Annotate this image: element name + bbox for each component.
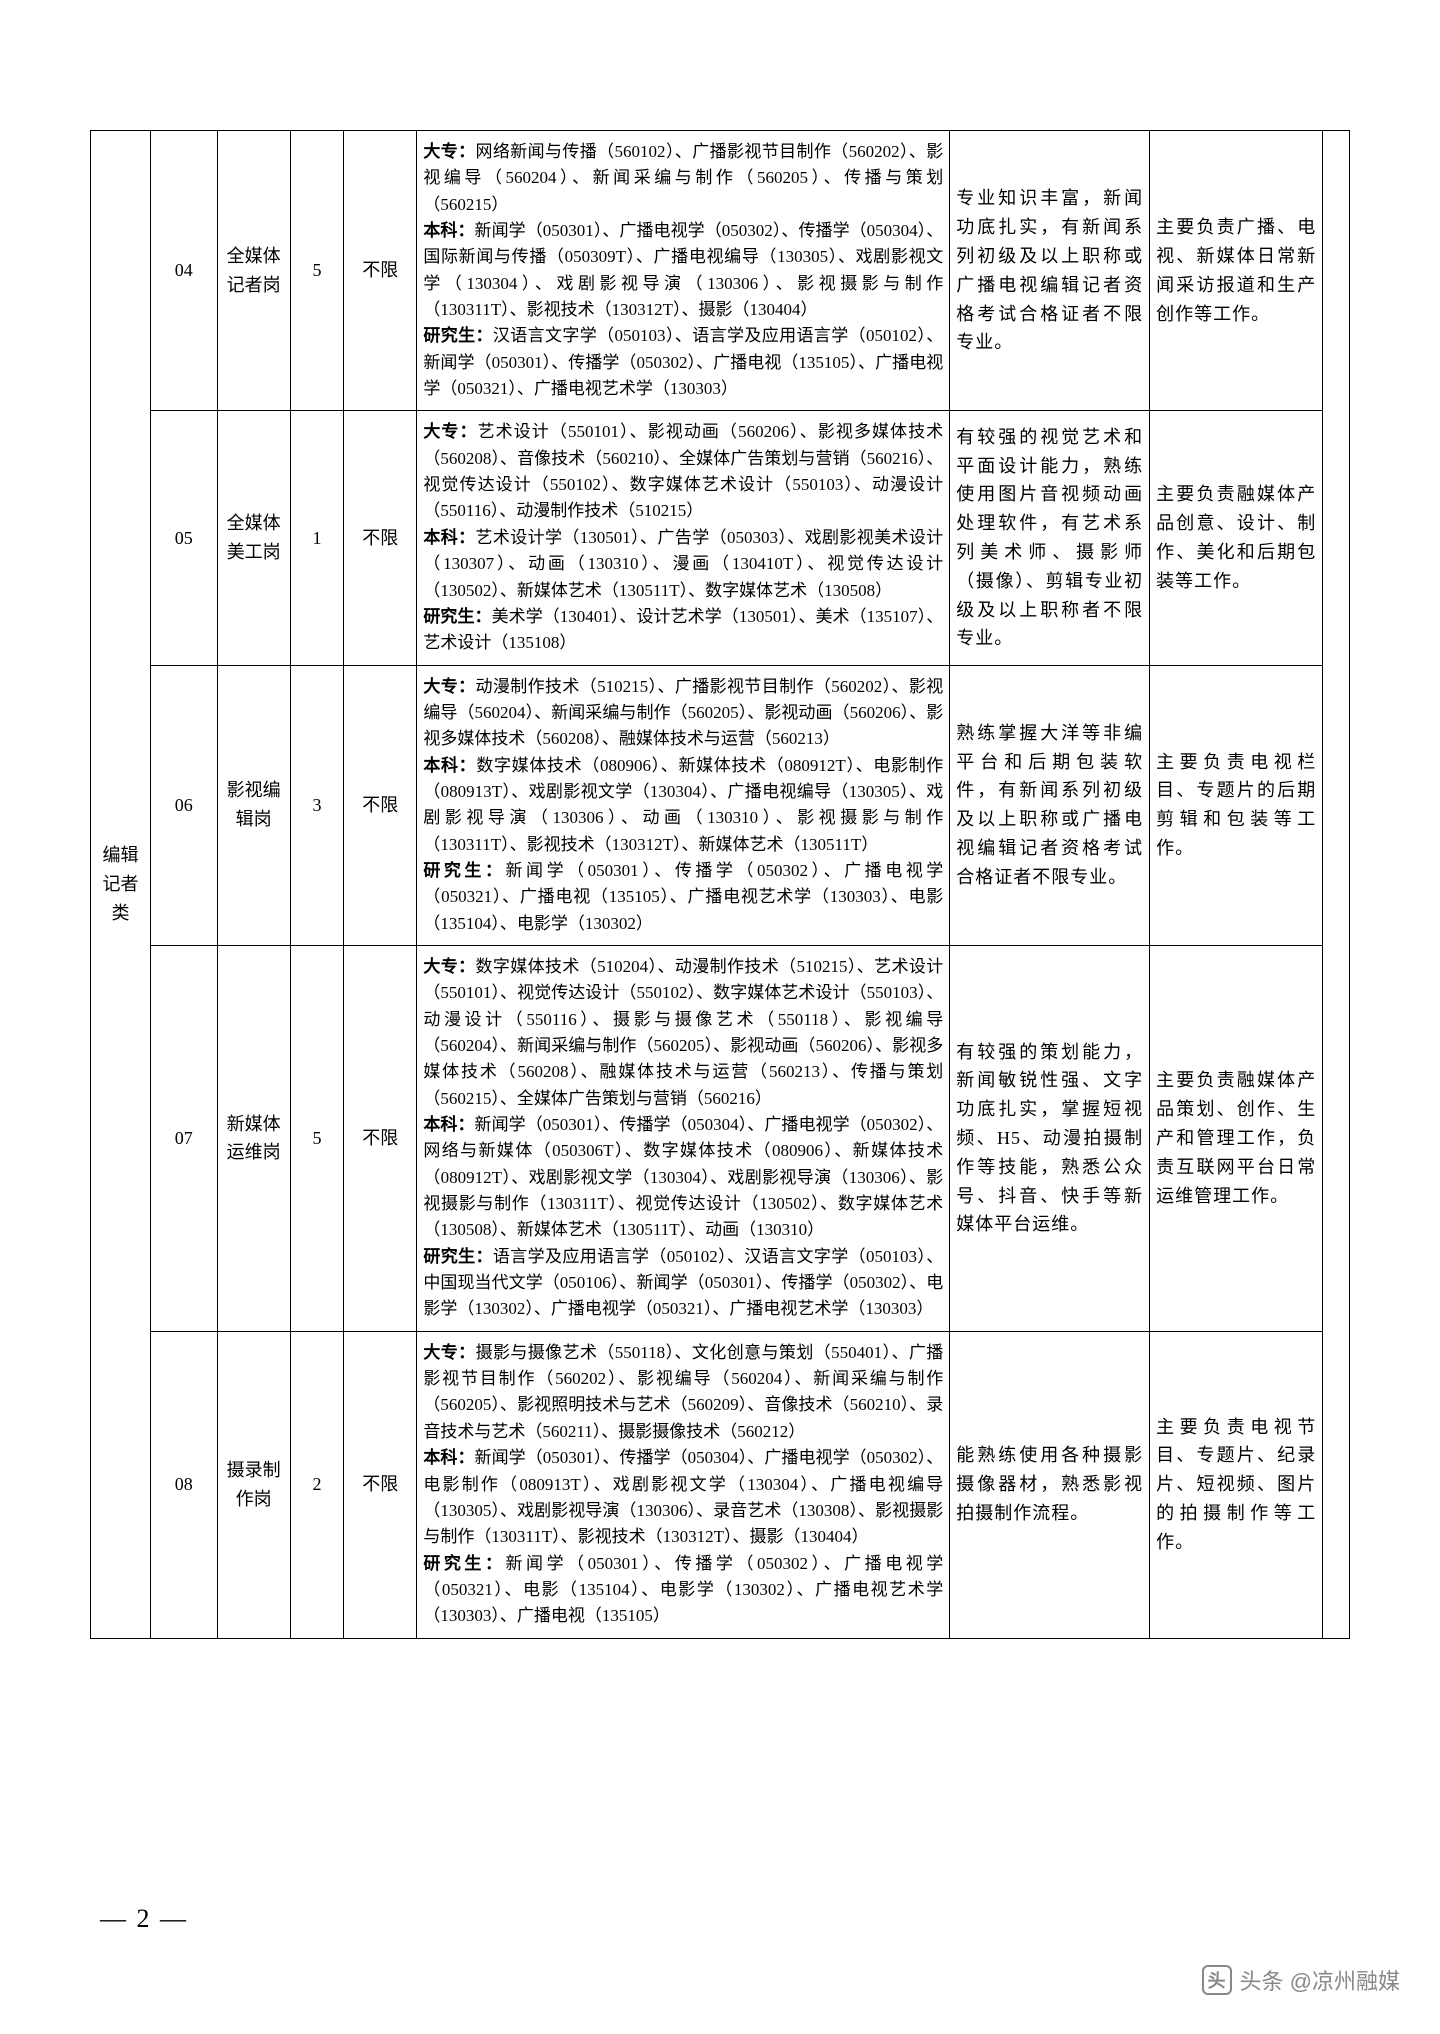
num-cell: 07 [150,945,217,1331]
num-cell: 08 [150,1331,217,1638]
major-cell: 大专：数字媒体技术（510204）、动漫制作技术（510215）、艺术设计（55… [417,945,950,1331]
limit-cell: 不限 [344,1331,417,1638]
req-cell: 专业知识丰富，新闻功底扎实，有新闻系列初级及以上职称或广播电视编辑记者资格考试合… [950,131,1150,411]
qty-cell: 2 [290,1331,343,1638]
watermark: 头 头条 @凉州融媒 [1202,1964,1400,1996]
duty-cell: 主要负责融媒体产品创意、设计、制作、美化和后期包装等工作。 [1150,411,1323,665]
empty-cell [1323,131,1350,1639]
table-row: 编辑记者类 04 全媒体记者岗 5 不限 大专：网络新闻与传播（560102）、… [91,131,1350,411]
limit-cell: 不限 [344,411,417,665]
major-cell: 大专：网络新闻与传播（560102）、广播影视节目制作（560202）、影视编导… [417,131,950,411]
req-cell: 熟练掌握大洋等非编平台和后期包装软件，有新闻系列初级及以上职称或广播电视编辑记者… [950,665,1150,945]
qty-cell: 5 [290,131,343,411]
job-cell: 全媒体记者岗 [217,131,290,411]
watermark-text: 头条 @凉州融媒 [1240,1964,1400,1996]
job-cell: 摄录制作岗 [217,1331,290,1638]
limit-cell: 不限 [344,945,417,1331]
job-cell: 新媒体运维岗 [217,945,290,1331]
num-cell: 06 [150,665,217,945]
category-cell: 编辑记者类 [91,131,151,1639]
table-row: 05 全媒体美工岗 1 不限 大专：艺术设计（550101）、影视动画（5602… [91,411,1350,665]
duty-cell: 主要负责广播、电视、新媒体日常新闻采访报道和生产创作等工作。 [1150,131,1323,411]
table-row: 07 新媒体运维岗 5 不限 大专：数字媒体技术（510204）、动漫制作技术（… [91,945,1350,1331]
duty-cell: 主要负责电视节目、专题片、纪录片、短视频、图片的拍摄制作等工作。 [1150,1331,1323,1638]
qty-cell: 5 [290,945,343,1331]
page-number: — 2 — [100,1904,188,1934]
qty-cell: 1 [290,411,343,665]
qty-cell: 3 [290,665,343,945]
job-table: 编辑记者类 04 全媒体记者岗 5 不限 大专：网络新闻与传播（560102）、… [90,130,1350,1639]
major-cell: 大专：摄影与摄像艺术（550118）、文化创意与策划（550401）、广播影视节… [417,1331,950,1638]
limit-cell: 不限 [344,665,417,945]
job-cell: 影视编辑岗 [217,665,290,945]
major-cell: 大专：艺术设计（550101）、影视动画（560206）、影视多媒体技术（560… [417,411,950,665]
job-cell: 全媒体美工岗 [217,411,290,665]
duty-cell: 主要负责电视栏目、专题片的后期剪辑和包装等工作。 [1150,665,1323,945]
req-cell: 有较强的策划能力，新闻敏锐性强、文字功底扎实，掌握短视频、H5、动漫拍摄制作等技… [950,945,1150,1331]
num-cell: 04 [150,131,217,411]
table-row: 06 影视编辑岗 3 不限 大专：动漫制作技术（510215）、广播影视节目制作… [91,665,1350,945]
req-cell: 有较强的视觉艺术和平面设计能力，熟练使用图片音视频动画处理软件，有艺术系列美术师… [950,411,1150,665]
req-cell: 能熟练使用各种摄影摄像器材，熟悉影视拍摄制作流程。 [950,1331,1150,1638]
num-cell: 05 [150,411,217,665]
major-cell: 大专：动漫制作技术（510215）、广播影视节目制作（560202）、影视编导（… [417,665,950,945]
limit-cell: 不限 [344,131,417,411]
duty-cell: 主要负责融媒体产品策划、创作、生产和管理工作，负责互联网平台日常运维管理工作。 [1150,945,1323,1331]
toutiao-icon: 头 [1202,1965,1232,1995]
table-row: 08 摄录制作岗 2 不限 大专：摄影与摄像艺术（550118）、文化创意与策划… [91,1331,1350,1638]
